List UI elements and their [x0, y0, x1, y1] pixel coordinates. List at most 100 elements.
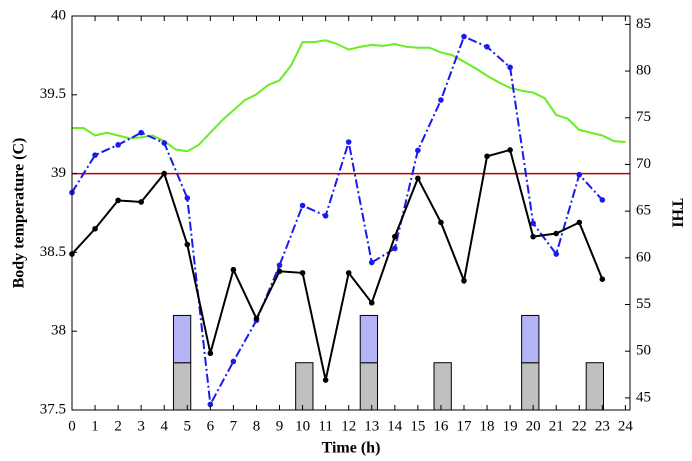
- x-tick-label: 8: [253, 418, 261, 434]
- point: [253, 315, 260, 322]
- point: [161, 170, 168, 177]
- event-bar: [172, 314, 192, 364]
- x-tick-label: 24: [618, 418, 634, 434]
- point: [345, 139, 352, 145]
- point: [507, 147, 513, 153]
- point: [553, 230, 560, 237]
- y-tick-label: 38: [51, 323, 66, 339]
- point: [530, 220, 536, 227]
- x-tick-label: 12: [341, 418, 356, 434]
- y-tick-label: 38.5: [40, 244, 66, 260]
- point: [276, 262, 283, 269]
- x-tick-label: 18: [480, 418, 495, 434]
- x-tick-label: 9: [276, 418, 284, 434]
- x-tick-label: 11: [318, 418, 332, 434]
- y2-tick-label: 80: [636, 63, 651, 79]
- x-tick-label: 6: [207, 418, 215, 434]
- point: [530, 233, 536, 240]
- y2-tick-label: 55: [636, 296, 651, 312]
- y-tick-label: 37.5: [40, 401, 66, 417]
- x-tick-label: 0: [68, 418, 76, 434]
- point: [368, 259, 375, 266]
- series-line: [72, 39, 626, 153]
- point: [553, 251, 560, 257]
- point: [276, 268, 283, 275]
- event-bar: [359, 314, 379, 364]
- x-tick-label: 20: [526, 418, 541, 434]
- x-tick-label: 7: [230, 418, 238, 434]
- point: [599, 197, 606, 203]
- point: [161, 140, 168, 146]
- point: [92, 225, 98, 232]
- point: [438, 219, 444, 226]
- point: [138, 129, 144, 136]
- x-tick-label: 14: [387, 418, 403, 434]
- point: [415, 175, 421, 182]
- point: [507, 64, 513, 71]
- point: [138, 199, 144, 205]
- point: [415, 147, 421, 154]
- event-bar: [172, 362, 192, 411]
- x-tick-label: 17: [456, 418, 472, 434]
- event-bar: [521, 314, 540, 364]
- x-tick-label: 4: [160, 418, 168, 434]
- x-tick-label: 21: [549, 418, 564, 434]
- point: [230, 266, 237, 273]
- x-tick-label: 23: [595, 418, 610, 434]
- y2-tick-label: 50: [636, 343, 651, 359]
- point: [92, 152, 98, 158]
- x-tick-label: 15: [410, 418, 425, 434]
- point: [576, 219, 583, 226]
- x-tick-label: 19: [503, 418, 518, 434]
- x-tick-label: 5: [184, 418, 192, 434]
- x-tick-label: 13: [364, 418, 379, 434]
- y2-tick-label: 60: [636, 249, 651, 265]
- point: [184, 241, 191, 248]
- point: [230, 358, 237, 365]
- x-axis-label: Time (h): [322, 440, 381, 457]
- y2-tick-label: 75: [636, 109, 651, 125]
- point: [599, 276, 606, 282]
- event-bar: [295, 362, 314, 411]
- event-bar: [359, 362, 379, 411]
- y-tick-label: 39: [51, 165, 66, 181]
- event-bar: [433, 362, 452, 411]
- x-tick-label: 2: [114, 418, 122, 434]
- series-line: [71, 148, 604, 381]
- y-axis-label: Body temperature (C): [11, 138, 28, 289]
- event-bar: [585, 362, 604, 411]
- point: [299, 270, 306, 276]
- point: [484, 153, 490, 160]
- event-bar: [521, 362, 540, 411]
- point: [392, 245, 398, 252]
- y2-tick-label: 65: [636, 203, 651, 219]
- y2-tick-label: 45: [636, 389, 651, 405]
- plot-frame: [71, 15, 631, 411]
- y-tick-label: 40: [51, 7, 66, 23]
- x-tick-label: 10: [295, 418, 310, 434]
- y-tick-label: 39.5: [40, 86, 66, 102]
- point: [322, 213, 329, 219]
- series-line: [71, 35, 604, 408]
- point: [368, 300, 375, 306]
- point: [115, 142, 121, 148]
- point: [322, 377, 329, 383]
- x-tick-label: 16: [433, 418, 449, 434]
- x-tick-label: 3: [137, 418, 145, 434]
- y2-axis-label: THI: [668, 198, 685, 227]
- point: [484, 44, 490, 50]
- y2-tick-label: 70: [636, 156, 651, 172]
- point: [438, 97, 444, 103]
- point: [345, 270, 352, 276]
- point: [207, 350, 214, 357]
- y2-tick-label: 85: [636, 16, 651, 32]
- point: [576, 171, 583, 178]
- x-tick-label: 22: [572, 418, 587, 434]
- x-tick-label: 1: [91, 418, 99, 434]
- point: [184, 195, 191, 201]
- point: [207, 401, 214, 408]
- point: [392, 233, 398, 240]
- point: [299, 202, 306, 209]
- point: [115, 197, 121, 204]
